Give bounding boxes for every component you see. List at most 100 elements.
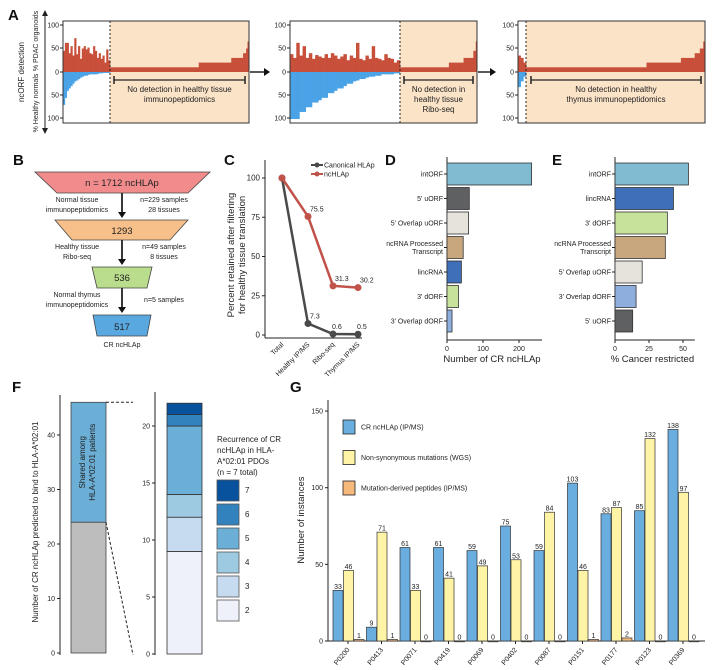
bar-healthy: [365, 72, 369, 78]
bar-segment-recurrence-6: [166, 414, 203, 427]
bar-healthy: [381, 72, 385, 75]
funnel-count: n = 1712 ncHLAp: [85, 178, 159, 189]
value-label: 0: [525, 635, 529, 642]
value-label: 61: [435, 541, 443, 548]
bar: [446, 309, 453, 333]
data-point: [354, 284, 362, 292]
bar-pdac: [324, 54, 329, 72]
bar-pdac: [523, 62, 527, 72]
bar-mutation-peptides: [487, 640, 499, 643]
data-point: [329, 282, 337, 290]
x-tick-label: P0369: [668, 647, 686, 667]
bar-pdac: [290, 54, 294, 72]
bar-healthy: [324, 72, 329, 98]
y-tick-label: 0: [510, 70, 514, 77]
funnel-count: 1293: [111, 226, 132, 237]
bar-segment-recurrence-3: [166, 516, 203, 552]
y-tick-label: 100: [247, 174, 261, 183]
data-label: 31.3: [335, 276, 349, 283]
y-tick-label: 100: [47, 116, 59, 123]
y-tick-label: 100: [274, 116, 286, 123]
bar: [614, 236, 666, 259]
bar-healthy: [523, 72, 527, 77]
y-tick-label: 100: [502, 116, 514, 123]
y-tick-label: 20: [142, 424, 150, 431]
bar-pdac: [66, 42, 69, 72]
filter-step-label: immunopeptidomics: [46, 207, 109, 214]
bar-mutations: [544, 511, 555, 642]
bar-pdac: [349, 55, 354, 72]
x-axis-label: Number of CR ncHLAp: [443, 354, 540, 365]
bar-pdac: [81, 48, 84, 72]
legend-label: Mutation-derived peptides (IP/MS): [361, 486, 467, 493]
bar: [614, 285, 637, 308]
filter-step-label: Normal tissue: [56, 197, 99, 204]
y-tick-label: 50: [51, 46, 59, 53]
legend-label: 2: [245, 606, 250, 615]
value-label: 0: [558, 635, 562, 642]
no-detection-annotation: Ribo-seq: [422, 105, 454, 114]
series-line-nchlap: [280, 177, 359, 289]
category-label: intORF: [421, 172, 443, 179]
bar-cr-nchlap: [500, 525, 511, 642]
bar-pdac-undetected: [646, 62, 682, 72]
legend-label: Canonical HLAp: [324, 163, 375, 170]
y-tick-label: 50: [51, 93, 59, 100]
bar-pdac: [343, 54, 347, 72]
legend-swatch: [216, 551, 240, 574]
y-tick-label: 50: [315, 562, 323, 569]
y-tick-label: 50: [251, 252, 260, 261]
bar-pdac: [293, 57, 297, 72]
bar-healthy: [321, 72, 325, 98]
x-tick-label: P0069: [467, 647, 485, 667]
x-tick-label: Ribo-seq: [312, 341, 337, 366]
filter-sample-count: n=5 samples: [144, 297, 184, 304]
zoom-connector: [105, 522, 134, 656]
bar-shared: [70, 401, 107, 523]
bar-healthy: [296, 72, 300, 119]
x-tick-label: P0177: [601, 647, 619, 667]
bar-healthy: [378, 72, 382, 76]
bar-pdac: [352, 57, 357, 72]
x-tick-label: P0071: [400, 647, 418, 667]
x-tick-label: 0: [613, 346, 617, 353]
bar-not-shared: [70, 521, 107, 654]
data-label: 30.2: [360, 278, 374, 285]
y-tick-label: 150: [311, 409, 323, 416]
bar-pdac: [365, 55, 369, 72]
y-tick-label: 25: [251, 291, 260, 300]
value-label: 2: [625, 631, 629, 638]
bar-healthy: [352, 72, 357, 82]
data-label: 0.6: [332, 324, 342, 331]
panel-label-c: C: [224, 152, 235, 169]
bar-healthy: [308, 72, 313, 108]
bar-healthy: [85, 72, 88, 76]
bar-healthy: [66, 72, 69, 91]
value-label: 53: [512, 553, 520, 560]
bar-pdac-undetected: [448, 62, 464, 72]
bar-healthy: [390, 72, 395, 75]
value-label: 75: [502, 520, 510, 527]
category-label: 5' uORF: [585, 319, 611, 326]
legend-label: 4: [245, 558, 250, 567]
bar-healthy: [89, 72, 92, 75]
bar-mutation-peptides: [621, 637, 633, 642]
bar-pdac-undetected: [243, 53, 247, 72]
no-detection-annotation: thymus immunopeptidomics: [566, 95, 665, 104]
bar-healthy: [64, 72, 68, 98]
bar-mutations: [510, 559, 522, 642]
x-axis-label: % Cancer restricted: [611, 354, 694, 365]
bar-healthy: [293, 72, 297, 119]
bar-pdac: [87, 47, 90, 72]
bar-mutations: [611, 507, 622, 642]
y-tick-label: 0: [146, 652, 150, 659]
funnel-stage-3: [91, 266, 153, 289]
bar-pdac: [299, 55, 303, 72]
bar-healthy: [106, 72, 109, 73]
funnel-final-label: CR ncHLAp: [104, 342, 141, 349]
x-tick-label: 25: [645, 346, 653, 353]
y-tick-label: 10: [142, 538, 150, 545]
filter-sample-count: n=49 samples: [142, 244, 186, 251]
value-label: 132: [644, 432, 656, 439]
